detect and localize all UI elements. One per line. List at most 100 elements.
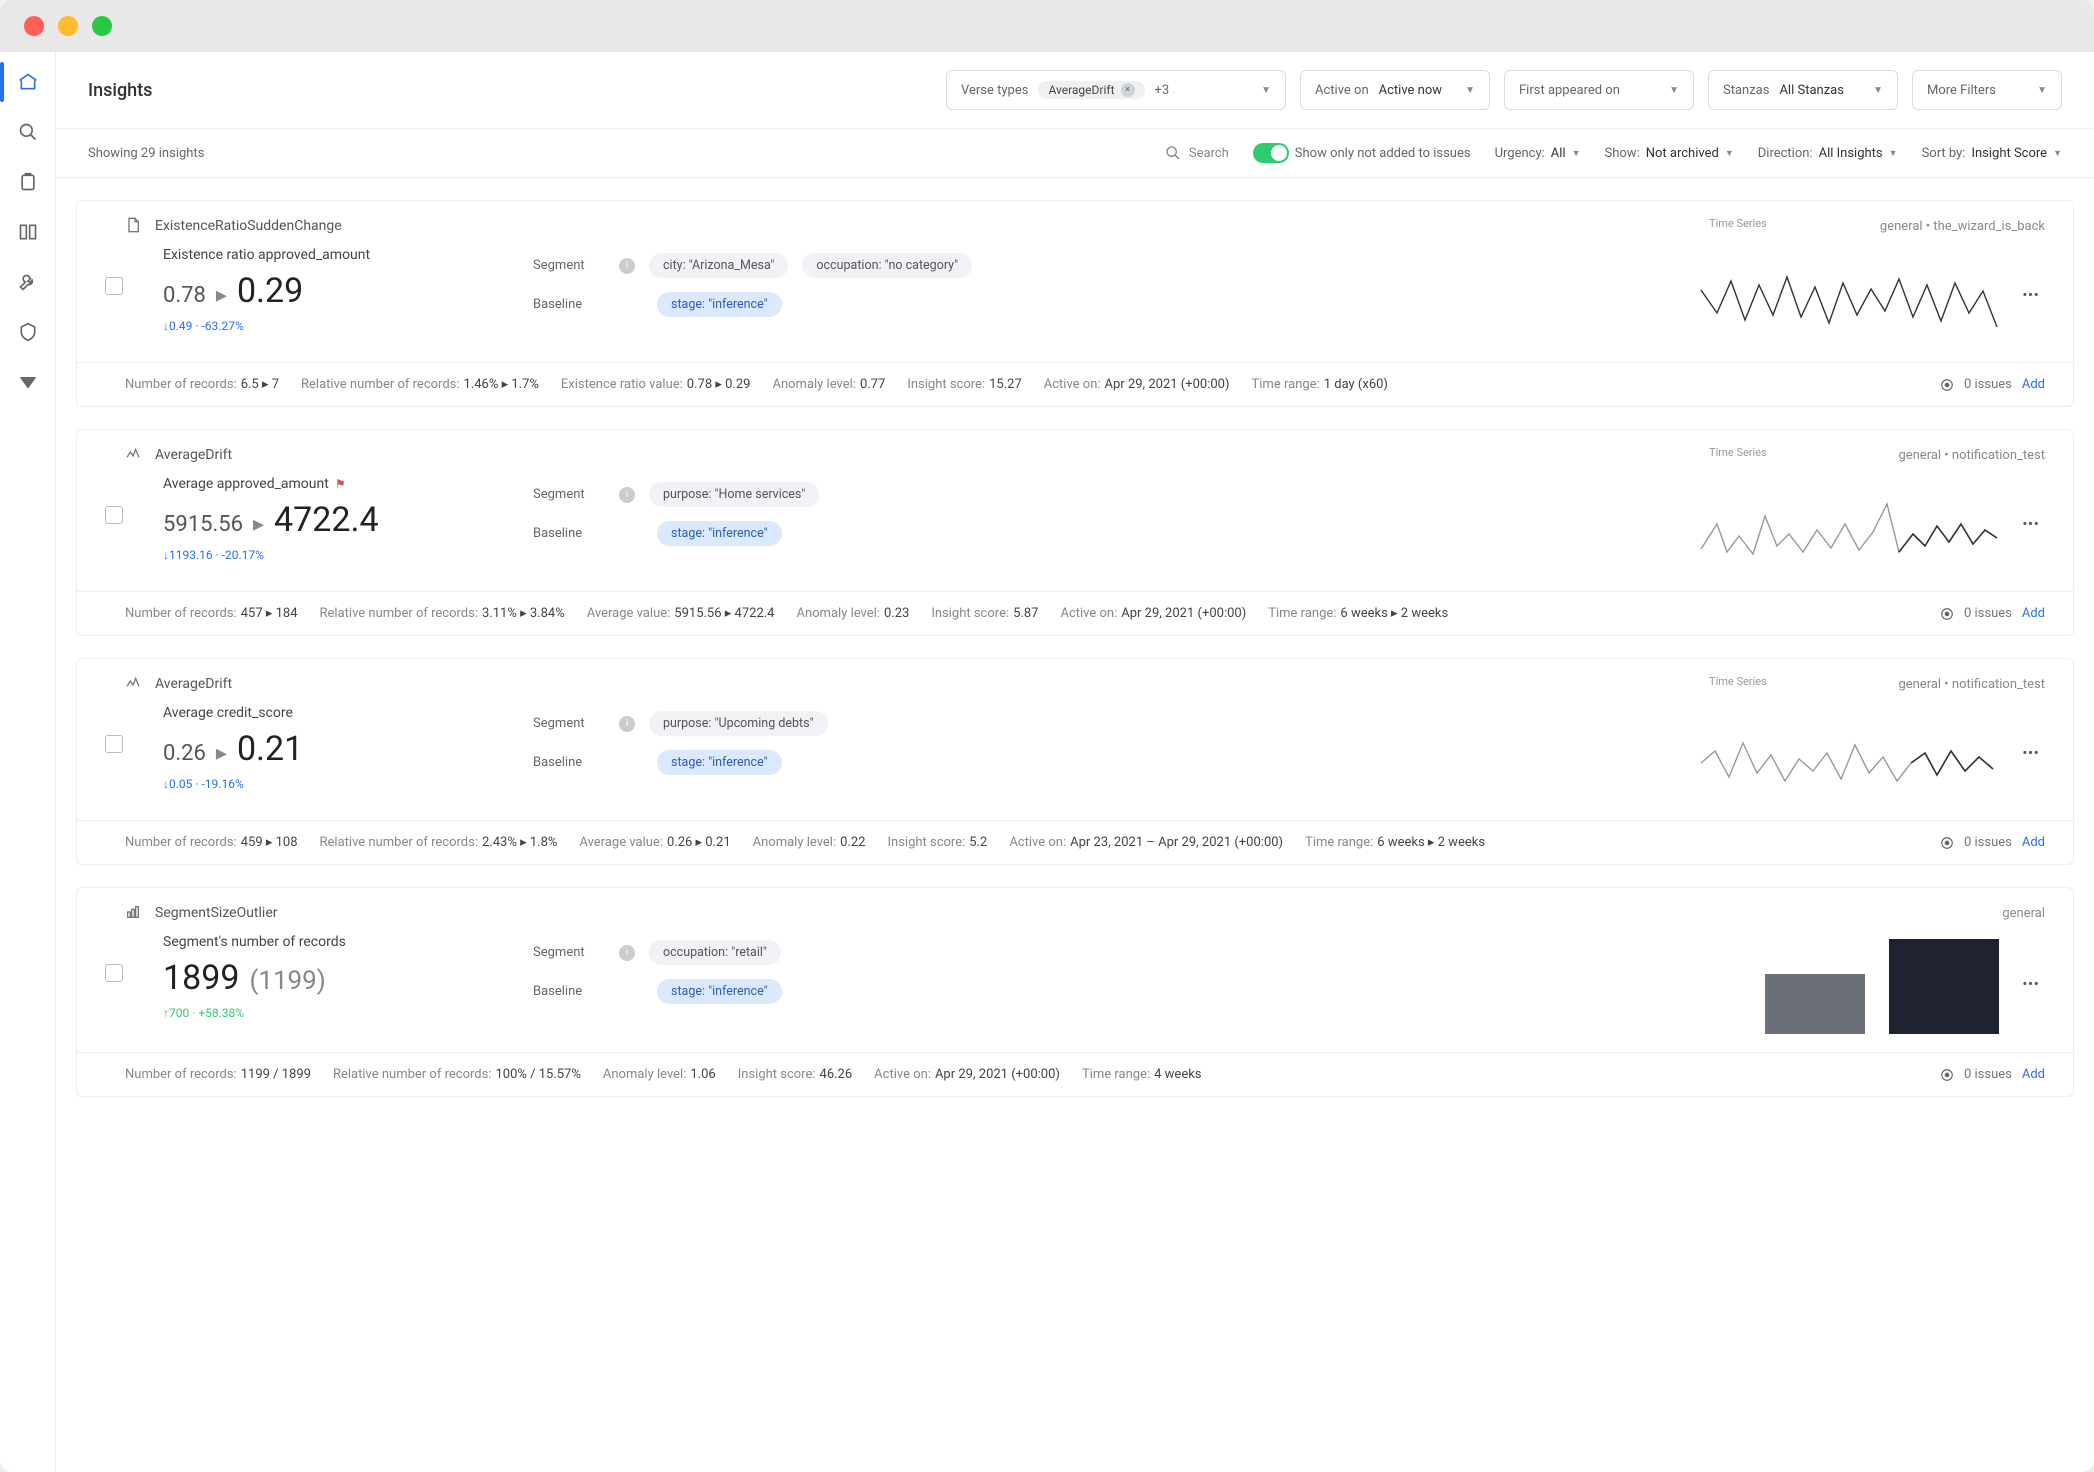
sparkline [1699,718,1999,798]
metric-values: 0.78 ▸ 0.29 [163,271,493,311]
issues-count: 0 issues Add [1940,1067,2045,1082]
sidebar-signal-icon[interactable] [16,370,40,394]
minimize-icon[interactable] [58,16,78,36]
more-icon[interactable]: ••• [2017,740,2045,768]
chevron-down-icon: ▼ [1465,85,1475,96]
filter-active-on[interactable]: Active on Active now ▼ [1300,70,1490,110]
chevron-down-icon: ▼ [2037,85,2047,96]
chevron-down-icon: ▼ [1669,85,1679,96]
insight-type: AverageDrift [155,447,232,463]
metric-title: Segment's number of records [163,934,493,950]
page-title: Insights [88,80,152,101]
insight-card: AverageDrift general • notification_test… [76,429,2074,636]
insight-type: SegmentSizeOutlier [155,905,278,921]
insight-type: ExistenceRatioSuddenChange [155,218,342,234]
metric-delta: ↓1193.16 · -20.17% [163,548,493,562]
filter-stanzas[interactable]: Stanzas All Stanzas ▼ [1708,70,1898,110]
sidebar-clipboard-icon[interactable] [16,170,40,194]
issue-icon [1940,378,1954,392]
sidebar-wrench-icon[interactable] [16,270,40,294]
baseline-label: Baseline [533,984,613,999]
baseline-pill[interactable]: stage: "inference" [657,521,782,546]
topbar: Insights Verse types AverageDrift× +3 ▼ … [56,52,2094,129]
baseline-pill[interactable]: stage: "inference" [657,292,782,317]
sort-by[interactable]: Sort by: Insight Score ▼ [1922,146,2062,161]
sidebar-search-icon[interactable] [16,120,40,144]
info-icon[interactable]: i [619,487,635,503]
insight-card: ExistenceRatioSuddenChange general • the… [76,200,2074,407]
select-checkbox[interactable] [105,506,123,524]
metric-delta: ↓0.05 · -19.16% [163,777,493,791]
search-input[interactable]: Search [1165,145,1229,161]
info-icon[interactable]: i [619,945,635,961]
issue-icon [1940,607,1954,621]
sparkline [1699,489,1999,569]
window-titlebar [0,0,2094,52]
metric-delta: ↓0.49 · -63.27% [163,319,493,333]
select-checkbox[interactable] [105,964,123,982]
chevron-down-icon: ▼ [1261,85,1271,96]
issue-icon [1940,1068,1954,1082]
baseline-label: Baseline [533,526,613,541]
issues-count: 0 issues Add [1940,377,2045,392]
sidebar [0,52,56,1472]
add-issue-link[interactable]: Add [2022,606,2045,621]
info-icon[interactable]: i [619,716,635,732]
search-icon [1165,145,1181,161]
filter-first-appeared[interactable]: First appeared on ▼ [1504,70,1694,110]
filter-more[interactable]: More Filters ▼ [1912,70,2062,110]
flag-icon: ⚑ [335,477,346,491]
more-icon[interactable]: ••• [2017,511,2045,539]
insight-card: AverageDrift general • notification_test… [76,658,2074,865]
baseline-pill[interactable]: stage: "inference" [657,979,782,1004]
insight-type-icon [125,904,143,922]
segment-pill[interactable]: purpose: "Home services" [649,482,819,507]
add-issue-link[interactable]: Add [2022,835,2045,850]
baseline-label: Baseline [533,297,613,312]
sparkline-label: Time Series [1709,446,2009,459]
insights-list: ExistenceRatioSuddenChange general • the… [56,200,2094,1137]
metric-values: 5915.56 ▸ 4722.4 [163,500,493,540]
direction-filter[interactable]: Direction: All Insights ▼ [1758,146,1898,161]
add-issue-link[interactable]: Add [2022,1067,2045,1082]
toggle-only-not-added[interactable] [1253,143,1289,163]
add-issue-link[interactable]: Add [2022,377,2045,392]
close-icon[interactable] [24,16,44,36]
segment-label: Segment [533,716,613,731]
segment-pill[interactable]: occupation: "no category" [802,253,972,278]
select-checkbox[interactable] [105,277,123,295]
insight-type-icon [125,446,143,464]
sidebar-shield-icon[interactable] [16,320,40,344]
sidebar-insights-icon[interactable] [16,70,40,94]
issue-icon [1940,836,1954,850]
metric-title: Existence ratio approved_amount [163,247,493,263]
sparkline-label: Time Series [1709,217,2009,230]
chip-average-drift[interactable]: AverageDrift× [1038,81,1144,99]
issues-count: 0 issues Add [1940,606,2045,621]
metric-title: Average approved_amount ⚑ [163,476,493,492]
insight-count: Showing 29 insights [88,146,204,161]
sparkline [1699,260,1999,340]
more-icon[interactable]: ••• [2017,282,2045,310]
segment-pill[interactable]: occupation: "retail" [649,940,781,965]
sidebar-columns-icon[interactable] [16,220,40,244]
info-icon[interactable]: i [619,258,635,274]
show-filter[interactable]: Show: Not archived ▼ [1605,146,1734,161]
more-icon[interactable]: ••• [2017,970,2045,998]
segment-pill[interactable]: purpose: "Upcoming debts" [649,711,828,736]
baseline-label: Baseline [533,755,613,770]
filter-verse-types[interactable]: Verse types AverageDrift× +3 ▼ [946,70,1286,110]
segment-label: Segment [533,258,613,273]
baseline-pill[interactable]: stage: "inference" [657,750,782,775]
subbar: Showing 29 insights Search Show only not… [56,129,2094,178]
insight-type-icon [125,217,143,235]
metric-title: Average credit_score [163,705,493,721]
sparkline-label: Time Series [1709,675,2009,688]
select-checkbox[interactable] [105,735,123,753]
metric-values: 1899 (1199) [163,958,493,998]
maximize-icon[interactable] [92,16,112,36]
issues-count: 0 issues Add [1940,835,2045,850]
segment-pill[interactable]: city: "Arizona_Mesa" [649,253,788,278]
insight-tags: general [2002,906,2045,921]
urgency-filter[interactable]: Urgency: All ▼ [1495,146,1581,161]
